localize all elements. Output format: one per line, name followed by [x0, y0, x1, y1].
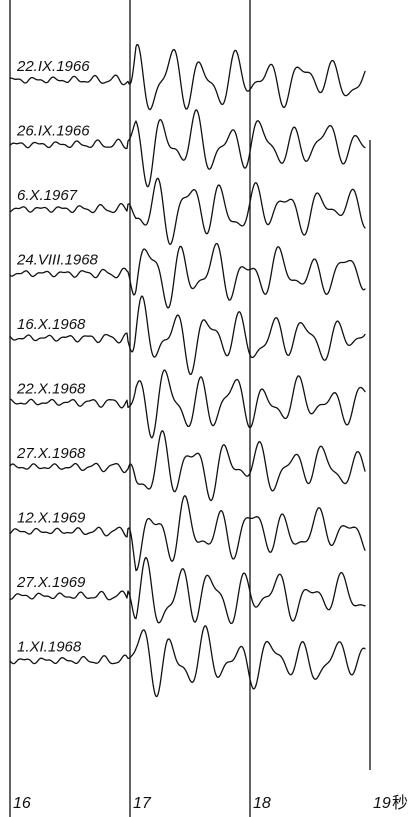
seismogram-traces — [9, 43, 366, 698]
seismogram-trace-5 — [9, 295, 366, 376]
time-axis: 16 17 18 19 秒 — [13, 793, 408, 812]
seismogram-trace-8 — [9, 495, 366, 572]
trace-date-label-6: 22.X.1968 — [16, 381, 86, 398]
seismogram-trace-3 — [9, 177, 366, 246]
seismogram-trace-9 — [9, 556, 366, 625]
trace-date-label-2: 26.IX.1966 — [16, 123, 90, 140]
trace-date-labels: 22.IX.1966 26.IX.1966 6.X.1967 24.VIII.1968… — [16, 58, 99, 656]
time-unit-label: 秒 — [392, 793, 408, 812]
trace-date-label-7: 27.X.1968 — [16, 445, 86, 462]
trace-date-label-9: 27.X.1969 — [16, 574, 86, 591]
seismogram-trace-10 — [9, 625, 366, 698]
seismogram-trace-7 — [9, 430, 366, 502]
time-tick-label-17: 17 — [133, 795, 152, 812]
time-tick-label-16: 16 — [13, 795, 31, 812]
seismogram-trace-4 — [9, 242, 366, 309]
time-tick-label-18: 18 — [253, 795, 271, 812]
seismogram-trace-1 — [9, 43, 366, 111]
time-tick-label-19: 19 — [373, 795, 391, 812]
trace-date-label-3: 6.X.1967 — [17, 187, 78, 204]
trace-date-label-4: 24.VIII.1968 — [16, 252, 99, 269]
trace-date-label-10: 1.XI.1968 — [17, 639, 82, 656]
trace-date-label-5: 16.X.1968 — [17, 316, 86, 333]
trace-date-label-1: 22.IX.1966 — [16, 58, 90, 75]
trace-date-label-8: 12.X.1969 — [17, 510, 86, 527]
time-gridlines — [9, 0, 371, 817]
seismogram-trace-6 — [9, 369, 366, 439]
seismogram-trace-2 — [9, 109, 366, 188]
